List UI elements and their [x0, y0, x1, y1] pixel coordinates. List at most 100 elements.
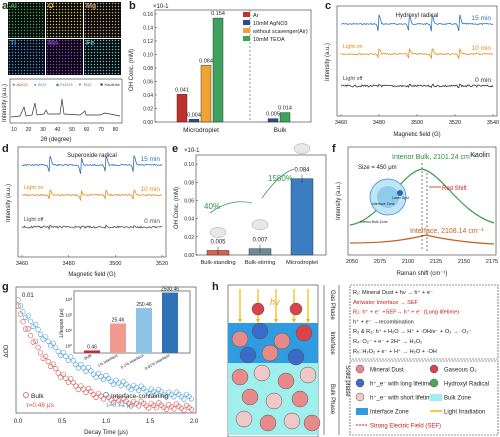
- panel-f: f Kaolin Interior Bulk, 2101.24 cm⁻¹ Siz…: [330, 143, 500, 281]
- legend-label: Strong Electric Field (SEF): [370, 424, 441, 430]
- trace-label: 0 min: [144, 218, 160, 225]
- raman-spectra: Kaolin Interior Bulk, 2101.24 cm⁻¹ Size …: [336, 146, 498, 277]
- data-point: [131, 382, 137, 388]
- bar: [279, 112, 291, 123]
- x-tick-label: 3460: [335, 120, 347, 126]
- phase-bulk: Bulk Phase: [329, 384, 335, 415]
- data-point: [63, 353, 69, 359]
- reaction-line: h⁺ + e⁻ →recombination: [353, 318, 414, 325]
- annotation: Light on: [343, 44, 363, 50]
- particle: [265, 392, 283, 410]
- particle: [277, 372, 295, 390]
- particle: [235, 410, 253, 428]
- legend-label: Hydroxyl Radical: [444, 382, 489, 388]
- reaction-line: R₂: h⁺ + e⁻ +SEF→ h⁺ + e⁻ (Long lifetime…: [353, 309, 459, 316]
- annotation: Light on: [24, 185, 44, 191]
- x-tick-label: 3500: [109, 261, 121, 267]
- data-point: [83, 389, 89, 395]
- legend-marker: [355, 364, 365, 374]
- y-tick-label: 0.04: [143, 93, 153, 99]
- x-tick-label: 60: [84, 127, 90, 133]
- data-point: [68, 376, 74, 382]
- inset-label: Interior Bulk Zone: [360, 220, 388, 224]
- data-label: 0.154: [211, 11, 225, 17]
- particle: [241, 388, 259, 406]
- panel-g: g 0.01 0.0 0.5 1.0 1.5 2.0 Decay Time (μs) Δ…: [0, 281, 200, 437]
- oh-conc-bar-chart: ×10-1 OH Conc. (mM) 0.00 0.02 0.04 0.06 0.08…: [129, 4, 312, 134]
- data-point: [58, 352, 64, 359]
- y-tick-label: 10³: [65, 297, 72, 302]
- data-point: [123, 381, 129, 387]
- trace-label: 0 min: [475, 77, 491, 84]
- data-point: [153, 391, 159, 397]
- panel-a: a Al O Mg Ti Mn Fe ★ Al2O3 ● SiO2 ◆ Fe2O3 ▼ TiO2…: [0, 0, 125, 143]
- gaseous-o2: [289, 302, 303, 316]
- data-point: [50, 361, 56, 367]
- bar: [212, 17, 224, 123]
- legend-label: Interface-containing: [111, 393, 168, 400]
- data-point: [32, 338, 39, 344]
- y-tick-label: 0.04: [184, 217, 194, 223]
- y-axis-label: Intensity (a.u.): [325, 43, 331, 81]
- legend-swatch: [243, 36, 250, 41]
- panel-label: a: [2, 0, 9, 12]
- peak-interior-label: Interior Bulk, 2101.24 cm⁻¹: [392, 154, 477, 161]
- epr-trace: [21, 154, 163, 175]
- data-label: 25.46: [112, 317, 125, 323]
- light-arrowhead: [238, 319, 242, 323]
- data-point: [181, 407, 187, 413]
- reaction-line: Air/water Interface → SEF: [353, 300, 419, 306]
- light-arrowhead: [274, 319, 278, 323]
- legend-marker: [103, 392, 109, 398]
- data-point: [45, 358, 51, 365]
- xrd-trace: [10, 98, 121, 118]
- data-point: [45, 338, 51, 344]
- data-point: [30, 339, 36, 345]
- peak-interface-label: Interface, 2108.14 cm⁻¹: [410, 228, 484, 235]
- epr-trace: [21, 189, 162, 202]
- legend-label: Interface Zone: [370, 410, 409, 416]
- x-tick-label: Bulk: [274, 127, 287, 134]
- data-point: [50, 340, 56, 346]
- x-tick-label: 3480: [63, 261, 75, 267]
- y-axis-label: Intensity (a.u.): [6, 184, 12, 222]
- y-tick-label: 10¹: [65, 328, 72, 333]
- panel-label: f: [332, 143, 336, 155]
- data-point: [128, 403, 134, 409]
- data-point: [88, 368, 94, 374]
- data-point: [53, 365, 59, 372]
- elemental-maps: Al O Mg Ti Mn Fe: [8, 2, 122, 76]
- y-tick-label: 0.02: [143, 107, 153, 113]
- data-point: [22, 326, 29, 332]
- sample-illustration: [251, 219, 269, 230]
- y-tick-label: 0.02: [184, 235, 194, 241]
- element-map-o: O: [46, 2, 83, 38]
- y-tick-label: 0.06: [143, 80, 153, 86]
- data-label: 250.46: [136, 302, 152, 308]
- data-label: 0.46: [87, 344, 97, 350]
- light-arrowhead: [306, 319, 310, 323]
- data-point: [78, 361, 84, 367]
- legend-label: Gaseous O₂: [444, 368, 477, 374]
- x-tick-label: 2075: [374, 259, 386, 265]
- element-map-ti: Ti: [8, 39, 45, 75]
- data-label: 0.007: [252, 238, 268, 244]
- phase-solid: Solid phase: [344, 365, 350, 397]
- data-point: [60, 371, 66, 377]
- panel-label: h: [212, 281, 219, 293]
- data-point: [15, 303, 21, 309]
- annotation-percent: 40%: [204, 202, 220, 211]
- data-point: [136, 403, 142, 409]
- data-point: [85, 385, 91, 391]
- y-tick-label: 0.08: [143, 66, 153, 72]
- x-tick-label: 3520: [156, 261, 168, 267]
- xrd-legend-item: ● SiO2: [34, 82, 47, 87]
- data-point: [108, 378, 114, 384]
- reaction-line: R₄: O₂⁻ + e⁻ + 2H⁺ → H₂O₂: [353, 338, 422, 345]
- element-label: O: [48, 3, 54, 10]
- data-point: [100, 396, 107, 402]
- legend-marker: [23, 392, 29, 398]
- phase-gas: Gas Phase: [329, 290, 335, 320]
- data-point: [171, 394, 177, 400]
- chart-title: Hydroxyl radical: [396, 13, 439, 19]
